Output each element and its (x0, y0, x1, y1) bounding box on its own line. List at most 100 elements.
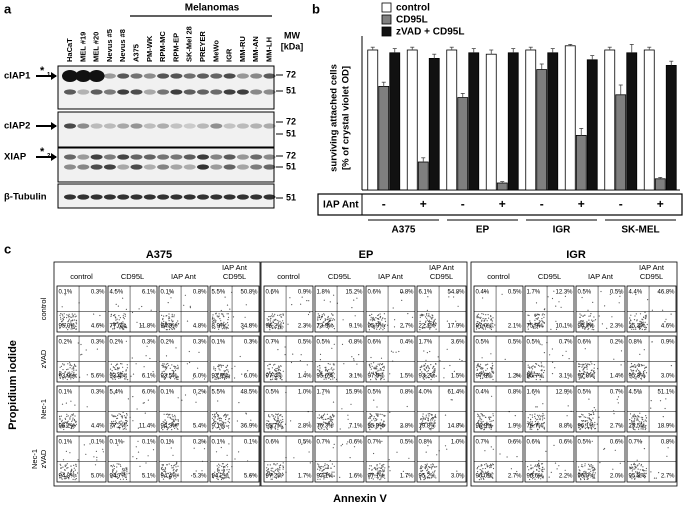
event-dot (172, 314, 173, 315)
event-dot (480, 318, 481, 319)
event-dot (227, 305, 228, 306)
event-dot (219, 420, 220, 421)
event-dot (380, 313, 381, 314)
event-dot (201, 470, 202, 471)
event-dot (62, 314, 63, 315)
event-dot (599, 462, 600, 463)
event-dot (327, 371, 328, 372)
event-dot (189, 351, 190, 352)
quadrant-value: 5.6% (244, 474, 258, 480)
quadrant-value: 0.2% (161, 340, 175, 346)
quadrant-value: 95.7% (266, 424, 284, 430)
quadrant-value: 48.5% (240, 390, 258, 396)
event-dot (643, 371, 644, 372)
event-dot (579, 416, 580, 417)
event-dot (273, 364, 274, 365)
event-dot (228, 425, 229, 426)
event-dot (487, 466, 488, 467)
event-dot (618, 396, 619, 397)
quadrant-value: 95.8% (629, 474, 647, 480)
event-dot (505, 359, 506, 360)
event-dot (73, 471, 74, 472)
band (197, 194, 209, 199)
event-dot (539, 415, 540, 416)
event-dot (280, 370, 281, 371)
quadrant-value: 76.7% (527, 424, 545, 430)
quadrant-value: 93.5% (161, 374, 179, 380)
event-dot (376, 419, 377, 420)
event-dot (539, 320, 540, 321)
event-dot (224, 466, 225, 467)
bar (508, 53, 518, 190)
event-dot (122, 321, 123, 322)
event-dot (446, 449, 447, 450)
event-dot (646, 473, 647, 474)
marker-label: 51 (286, 192, 296, 202)
quadrant-value: 94.2% (212, 474, 230, 480)
band (224, 123, 236, 128)
band (264, 194, 276, 199)
event-dot (270, 320, 271, 321)
event-dot (638, 469, 639, 470)
event-dot (121, 420, 122, 421)
event-dot (631, 363, 632, 364)
band (157, 73, 169, 78)
event-dot (430, 364, 431, 365)
event-dot (426, 314, 427, 315)
event-dot (635, 464, 636, 465)
lane-label: MM-AN (251, 36, 260, 62)
event-dot (238, 402, 239, 403)
event-dot (542, 463, 543, 464)
event-dot (268, 316, 269, 317)
event-dot (172, 370, 173, 371)
event-dot (125, 314, 126, 315)
event-dot (538, 471, 539, 472)
event-dot (348, 419, 349, 420)
event-dot (282, 421, 283, 422)
event-dot (221, 470, 222, 471)
event-dot (228, 317, 229, 318)
event-dot (445, 415, 446, 416)
event-dot (175, 370, 176, 371)
event-dot (637, 369, 638, 370)
band (184, 73, 196, 78)
event-dot (110, 316, 111, 317)
event-dot (536, 318, 537, 319)
event-dot (224, 414, 225, 415)
event-dot (229, 309, 230, 310)
event-dot (431, 418, 432, 419)
quadrant-value: 96.2% (266, 324, 284, 330)
column-header: CD95L (328, 272, 351, 281)
event-dot (132, 456, 133, 457)
event-dot (321, 466, 322, 467)
event-dot (646, 316, 647, 317)
event-dot (643, 421, 644, 422)
event-dot (645, 415, 646, 416)
event-dot (110, 465, 111, 466)
event-dot (68, 316, 69, 317)
quadrant-value: 97.8% (578, 374, 596, 380)
event-dot (580, 320, 581, 321)
event-dot (226, 425, 227, 426)
band (210, 73, 222, 78)
event-dot (393, 352, 394, 353)
event-dot (228, 421, 229, 422)
event-dot (71, 470, 72, 471)
event-dot (114, 468, 115, 469)
quadrant-value: 0.1% (212, 340, 226, 346)
quadrant-value: 7.1% (349, 424, 363, 430)
event-dot (634, 466, 635, 467)
event-dot (639, 421, 640, 422)
event-dot (270, 318, 271, 319)
event-dot (477, 365, 478, 366)
event-dot (541, 469, 542, 470)
quadrant-value: 2.2% (559, 474, 573, 480)
event-dot (578, 363, 579, 364)
event-dot (269, 471, 270, 472)
event-dot (72, 418, 73, 419)
lane-label: RPM-MC (158, 31, 167, 62)
event-dot (631, 468, 632, 469)
event-dot (319, 370, 320, 371)
quadrant-value: 0.6% (508, 440, 522, 446)
event-dot (530, 421, 531, 422)
